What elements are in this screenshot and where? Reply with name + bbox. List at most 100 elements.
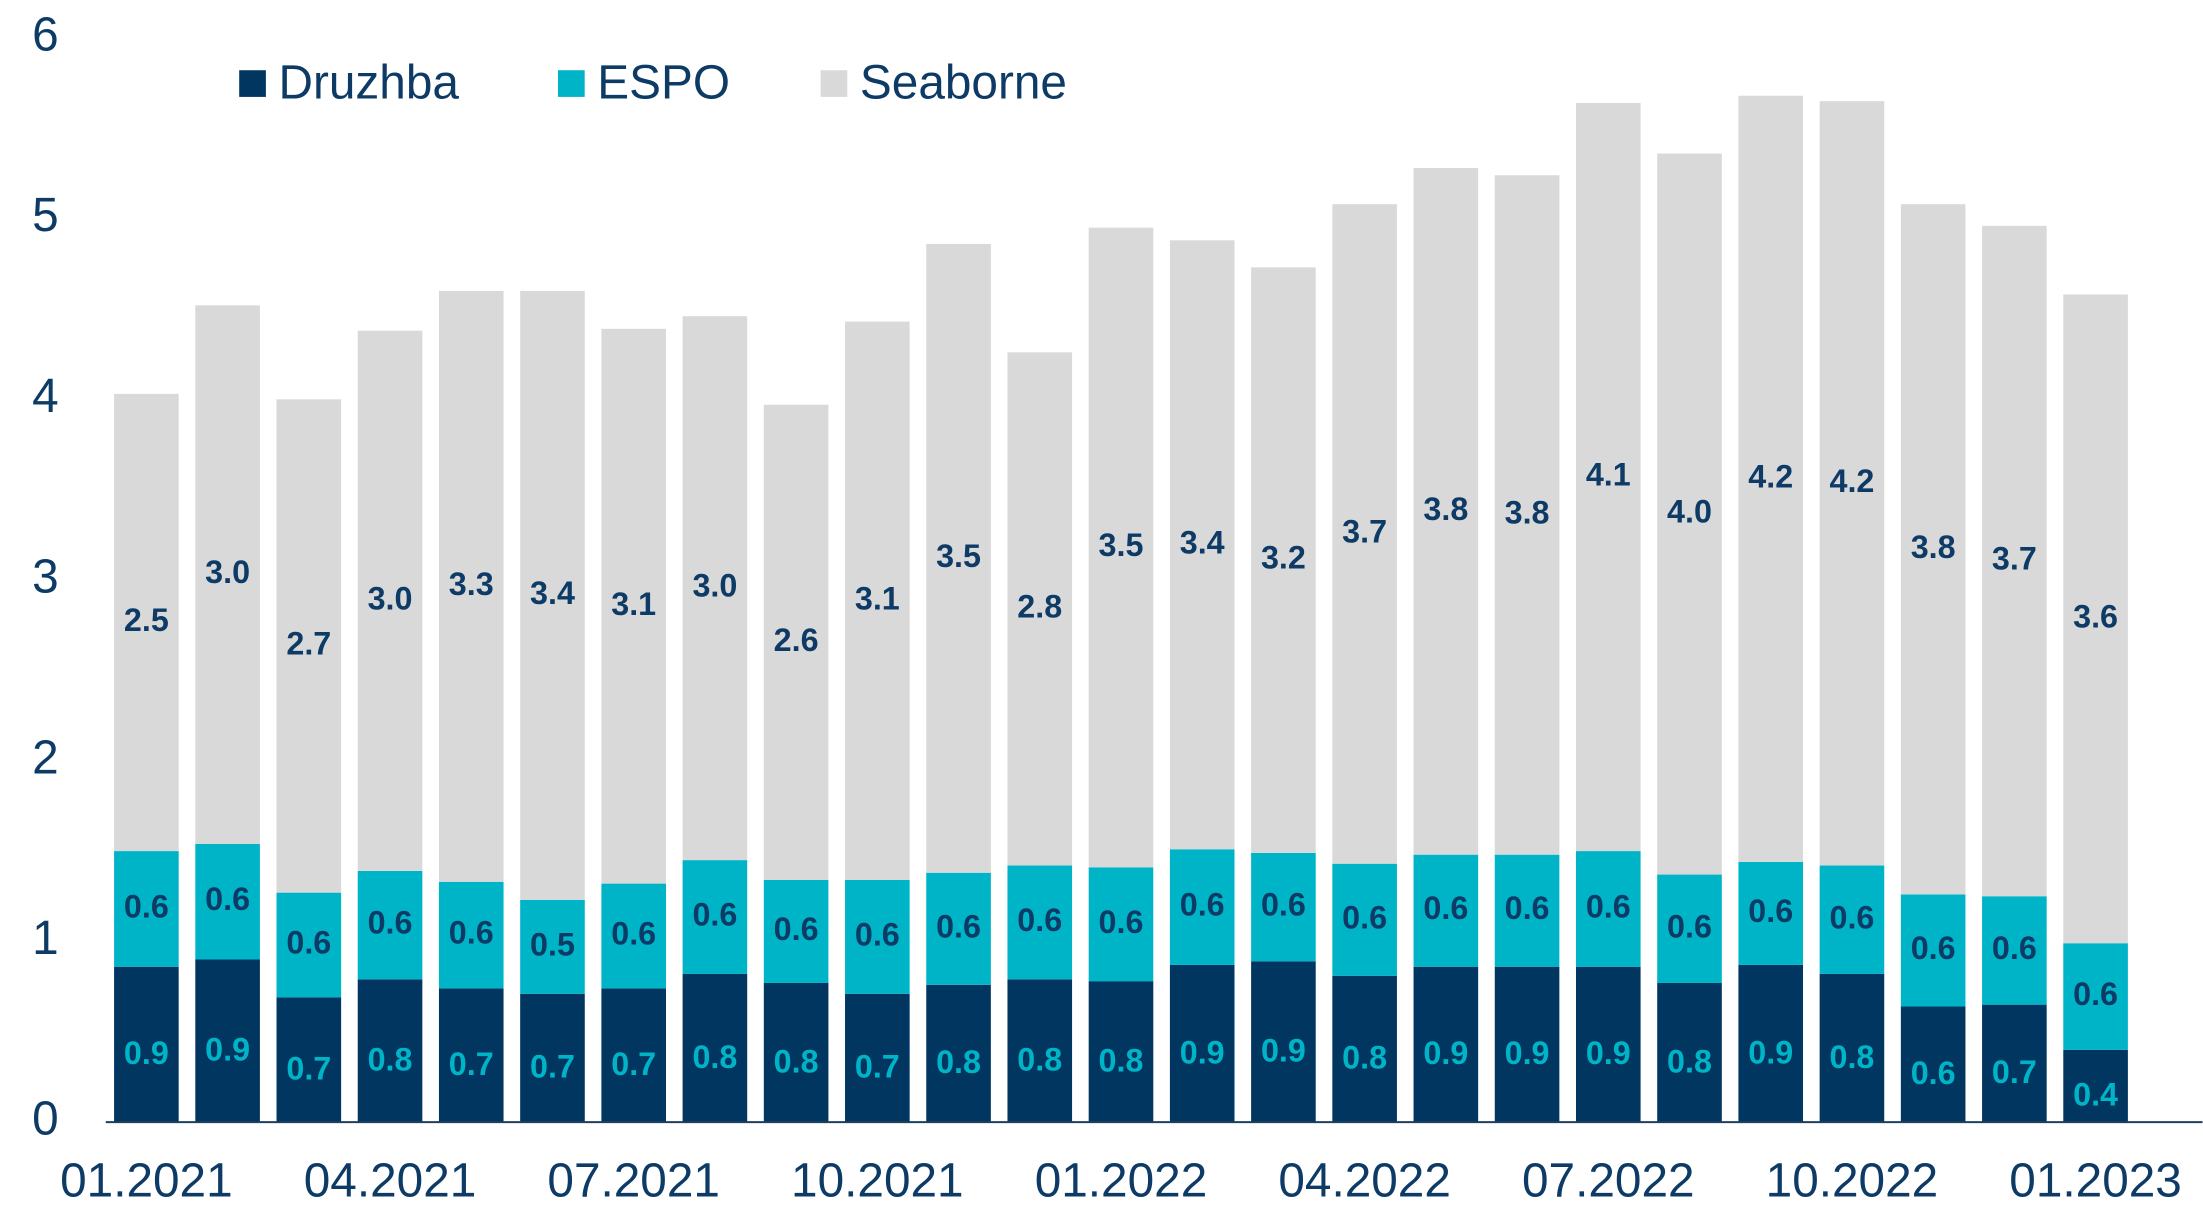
bar-segment [1251,852,1316,962]
x-tick-label: 07.2021 [547,1155,720,1208]
data-label: 0.7 [286,1051,331,1087]
bar-segment [438,988,504,1123]
bar-segment [926,984,991,1123]
legend-swatch [820,70,848,97]
data-label: 3.0 [205,554,250,590]
bar-segment [1982,225,2047,897]
bar-segment [1169,964,1235,1123]
data-label: 0.9 [1423,1035,1468,1071]
y-tick-label: 2 [32,731,59,784]
bar-segment [1819,973,1885,1123]
x-tick-label: 01.2021 [60,1155,233,1208]
x-tick-label: 04.2021 [304,1155,477,1208]
bar-segment [114,966,179,1123]
data-label: 0.7 [1992,1054,2037,1090]
data-label: 0.6 [1423,890,1468,926]
bar-segment [276,892,342,998]
data-label: 0.9 [205,1032,250,1068]
bar-segment [438,881,504,989]
bar-segment [1575,966,1641,1123]
bar-segment [1575,851,1641,967]
bar-segment [845,879,910,994]
bar-segment [1982,1004,2047,1123]
y-tick-label: 0 [32,1093,59,1146]
data-label: 0.6 [855,916,900,952]
data-label: 3.5 [1099,527,1144,563]
bar-segment [1819,865,1885,974]
bar-segment [926,243,991,873]
data-label: 0.9 [1261,1032,1306,1068]
data-label: 0.8 [1667,1043,1712,1079]
data-label: 3.6 [2073,598,2118,634]
bar-segment [763,404,829,880]
data-label: 4.1 [1586,457,1631,493]
x-tick-label: 10.2021 [791,1155,964,1208]
bar-segment [1251,267,1316,853]
bar-segment [1738,964,1804,1123]
data-label: 0.6 [449,915,494,951]
data-label: 0.7 [530,1049,575,1085]
legend-label: Druzhba [279,56,460,109]
data-label: 0.6 [1992,930,2037,966]
data-label: 0.6 [368,905,413,941]
bar-segment [1657,874,1722,983]
bar-segment [1007,979,1073,1123]
legend-label: Seaborne [860,56,1067,109]
data-label: 0.6 [1667,908,1712,944]
bar-segment [276,399,342,893]
bar-segment [357,979,423,1123]
bar-segment [601,988,666,1123]
bar-segment [926,872,991,985]
data-label: 0.7 [611,1046,656,1082]
bar-segment [1738,861,1804,965]
data-label: 0.8 [1829,1039,1874,1075]
bar-segment [2063,943,2128,1050]
data-label: 2.5 [124,602,169,638]
bar-segment [601,883,666,989]
legend-label: ESPO [597,56,730,109]
legend-swatch [239,70,266,97]
data-label: 3.8 [1505,494,1550,530]
data-label: 0.7 [449,1046,494,1082]
data-label: 0.6 [611,916,656,952]
data-label: 0.6 [936,908,981,944]
data-label: 0.6 [1342,899,1387,935]
bar-segment [1900,1006,1966,1123]
y-tick-label: 3 [32,551,59,604]
bar-segment [114,393,179,852]
data-label: 0.6 [1099,904,1144,940]
bar-segment [763,879,829,983]
data-label: 0.4 [2073,1077,2118,1113]
data-label: 4.2 [1748,458,1793,494]
data-label: 0.7 [855,1049,900,1085]
bar-segment [1088,867,1154,982]
bar-segment [845,993,910,1123]
data-label: 0.6 [1748,893,1793,929]
data-label: 0.6 [1829,899,1874,935]
bar-segment [1657,982,1722,1123]
bar-segment [1332,863,1397,976]
data-label: 4.0 [1667,494,1712,530]
data-label: 3.2 [1261,540,1306,576]
bar-segment [682,973,748,1123]
data-label: 0.9 [1505,1035,1550,1071]
data-label: 0.5 [530,926,575,962]
bar-segment [1413,854,1479,967]
data-label: 2.7 [286,626,331,662]
x-tick-label: 04.2022 [1278,1155,1451,1208]
data-label: 0.8 [1342,1040,1387,1076]
bar-segment [763,982,829,1123]
bar-segment [1494,966,1560,1123]
x-tick-label: 01.2023 [2009,1155,2182,1208]
data-label: 0.9 [1180,1034,1225,1070]
data-label: 3.8 [1423,491,1468,527]
bar-segment [845,321,910,880]
bar-segment [1169,240,1235,850]
data-label: 3.4 [1180,524,1225,560]
bar-segment [1413,966,1479,1123]
data-label: 0.9 [1748,1034,1793,1070]
legend-swatch [557,70,585,97]
data-label: 0.9 [124,1035,169,1071]
bar-segment [1819,101,1885,866]
data-label: 0.6 [1261,887,1306,923]
